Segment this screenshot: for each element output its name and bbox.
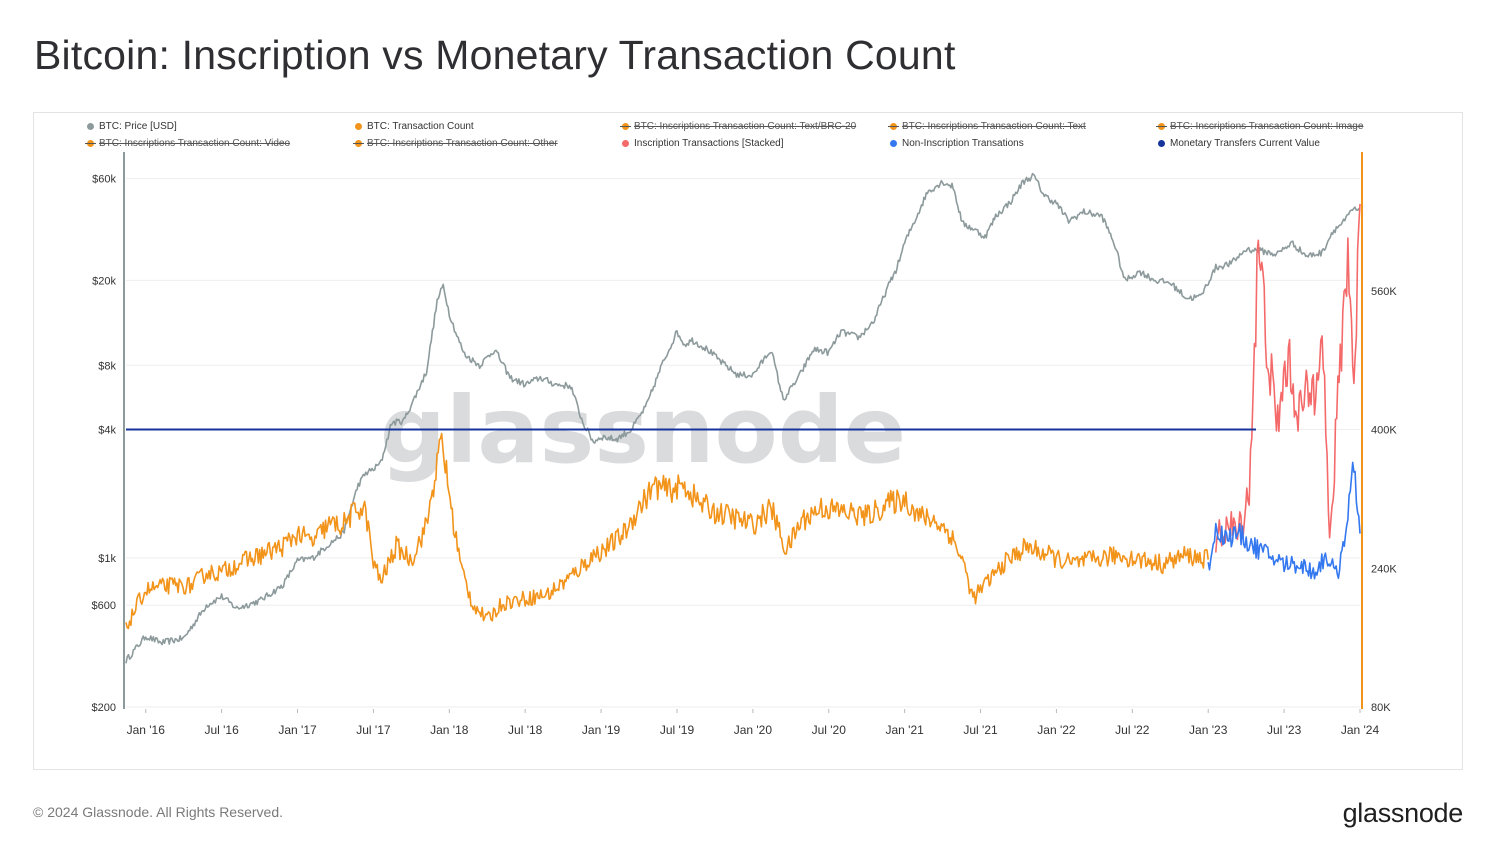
chart-legend: BTC: Price [USD] BTC: Transaction Count BT… — [85, 121, 1427, 155]
x-tick-label: Jul '19 — [660, 723, 695, 737]
legend-dot-icon — [353, 140, 364, 147]
chart-frame — [33, 112, 1463, 770]
copyright-text: © 2024 Glassnode. All Rights Reserved. — [33, 804, 284, 820]
series-btc-price[interactable] — [125, 172, 1361, 664]
x-tick-label: Jul '18 — [508, 723, 543, 737]
x-tick-label: Jan '19 — [582, 723, 621, 737]
legend-label: BTC: Transaction Count — [367, 121, 474, 132]
legend-item[interactable]: Inscription Transactions [Stacked] — [622, 138, 784, 149]
y-right-tick-label: 560K — [1371, 286, 1397, 298]
legend-label: BTC: Inscriptions Transaction Count: Tex… — [902, 121, 1086, 132]
x-tick-label: Jul '16 — [204, 723, 239, 737]
x-tick-label: Jan '22 — [1037, 723, 1076, 737]
legend-item[interactable]: Non-Inscription Transations — [890, 138, 1024, 149]
y-left-tick-label: $20k — [92, 275, 116, 287]
legend-dot-icon — [85, 140, 96, 147]
legend-dot-icon — [355, 123, 362, 130]
legend-label: Monetary Transfers Current Value — [1170, 138, 1320, 149]
x-tick-label: Jul '22 — [1115, 723, 1150, 737]
legend-label: Inscription Transactions [Stacked] — [634, 138, 784, 149]
page-title: Bitcoin: Inscription vs Monetary Transac… — [34, 32, 956, 78]
legend-dot-icon — [1156, 123, 1167, 130]
y-left-tick-label: $600 — [92, 600, 116, 612]
legend-dot-icon — [888, 123, 899, 130]
legend-label: Non-Inscription Transations — [902, 138, 1024, 149]
legend-label: BTC: Inscriptions Transaction Count: Oth… — [367, 138, 558, 149]
legend-dot-icon — [1158, 140, 1165, 147]
legend-item[interactable]: BTC: Inscriptions Transaction Count: Vid… — [85, 138, 291, 149]
glassnode-logo[interactable]: glassnode — [1342, 798, 1464, 828]
legend-item[interactable]: BTC: Inscriptions Transaction Count: Ima… — [1156, 121, 1364, 132]
legend-dot-icon — [622, 140, 629, 147]
y-right-tick-label: 80K — [1371, 702, 1391, 714]
x-tick-label: Jan '20 — [734, 723, 773, 737]
y-left-tick-label: $1k — [98, 553, 116, 565]
x-tick-label: Jan '18 — [430, 723, 469, 737]
x-tick-label: Jan '24 — [1341, 723, 1380, 737]
x-tick-label: Jul '17 — [356, 723, 391, 737]
series-non-inscription-transactions[interactable] — [1207, 461, 1361, 580]
legend-dot-icon — [890, 140, 897, 147]
legend-item[interactable]: BTC: Price [USD] — [87, 121, 177, 132]
y-right-tick-label: 400K — [1371, 425, 1397, 437]
series-inscription-transactions[interactable] — [1215, 203, 1361, 553]
x-tick-label: Jul '20 — [812, 723, 847, 737]
legend-item[interactable]: BTC: Inscriptions Transaction Count: Oth… — [353, 138, 558, 149]
legend-item[interactable]: BTC: Inscriptions Transaction Count: Tex… — [620, 121, 857, 132]
legend-item[interactable]: Monetary Transfers Current Value — [1158, 138, 1320, 149]
legend-label: BTC: Inscriptions Transaction Count: Ima… — [1170, 121, 1364, 132]
legend-label: BTC: Price [USD] — [99, 121, 177, 132]
legend-item[interactable]: BTC: Transaction Count — [355, 121, 474, 132]
x-tick-label: Jul '23 — [1267, 723, 1302, 737]
x-tick-label: Jan '23 — [1189, 723, 1228, 737]
x-tick-label: Jan '17 — [278, 723, 317, 737]
legend-label: BTC: Inscriptions Transaction Count: Tex… — [634, 121, 857, 132]
y-left-tick-label: $200 — [92, 702, 116, 714]
x-tick-label: Jul '21 — [963, 723, 998, 737]
legend-dot-icon — [87, 123, 94, 130]
y-left-tick-label: $4k — [98, 425, 116, 437]
y-left-tick-label: $8k — [98, 360, 116, 372]
x-tick-label: Jan '16 — [127, 723, 166, 737]
legend-dot-icon — [620, 123, 631, 130]
y-left-tick-label: $60k — [92, 174, 116, 186]
series-transaction-count[interactable] — [125, 432, 1209, 630]
legend-label: BTC: Inscriptions Transaction Count: Vid… — [99, 138, 291, 149]
y-right-tick-label: 240K — [1371, 563, 1397, 575]
x-tick-label: Jan '21 — [885, 723, 924, 737]
legend-item[interactable]: BTC: Inscriptions Transaction Count: Tex… — [888, 121, 1086, 132]
